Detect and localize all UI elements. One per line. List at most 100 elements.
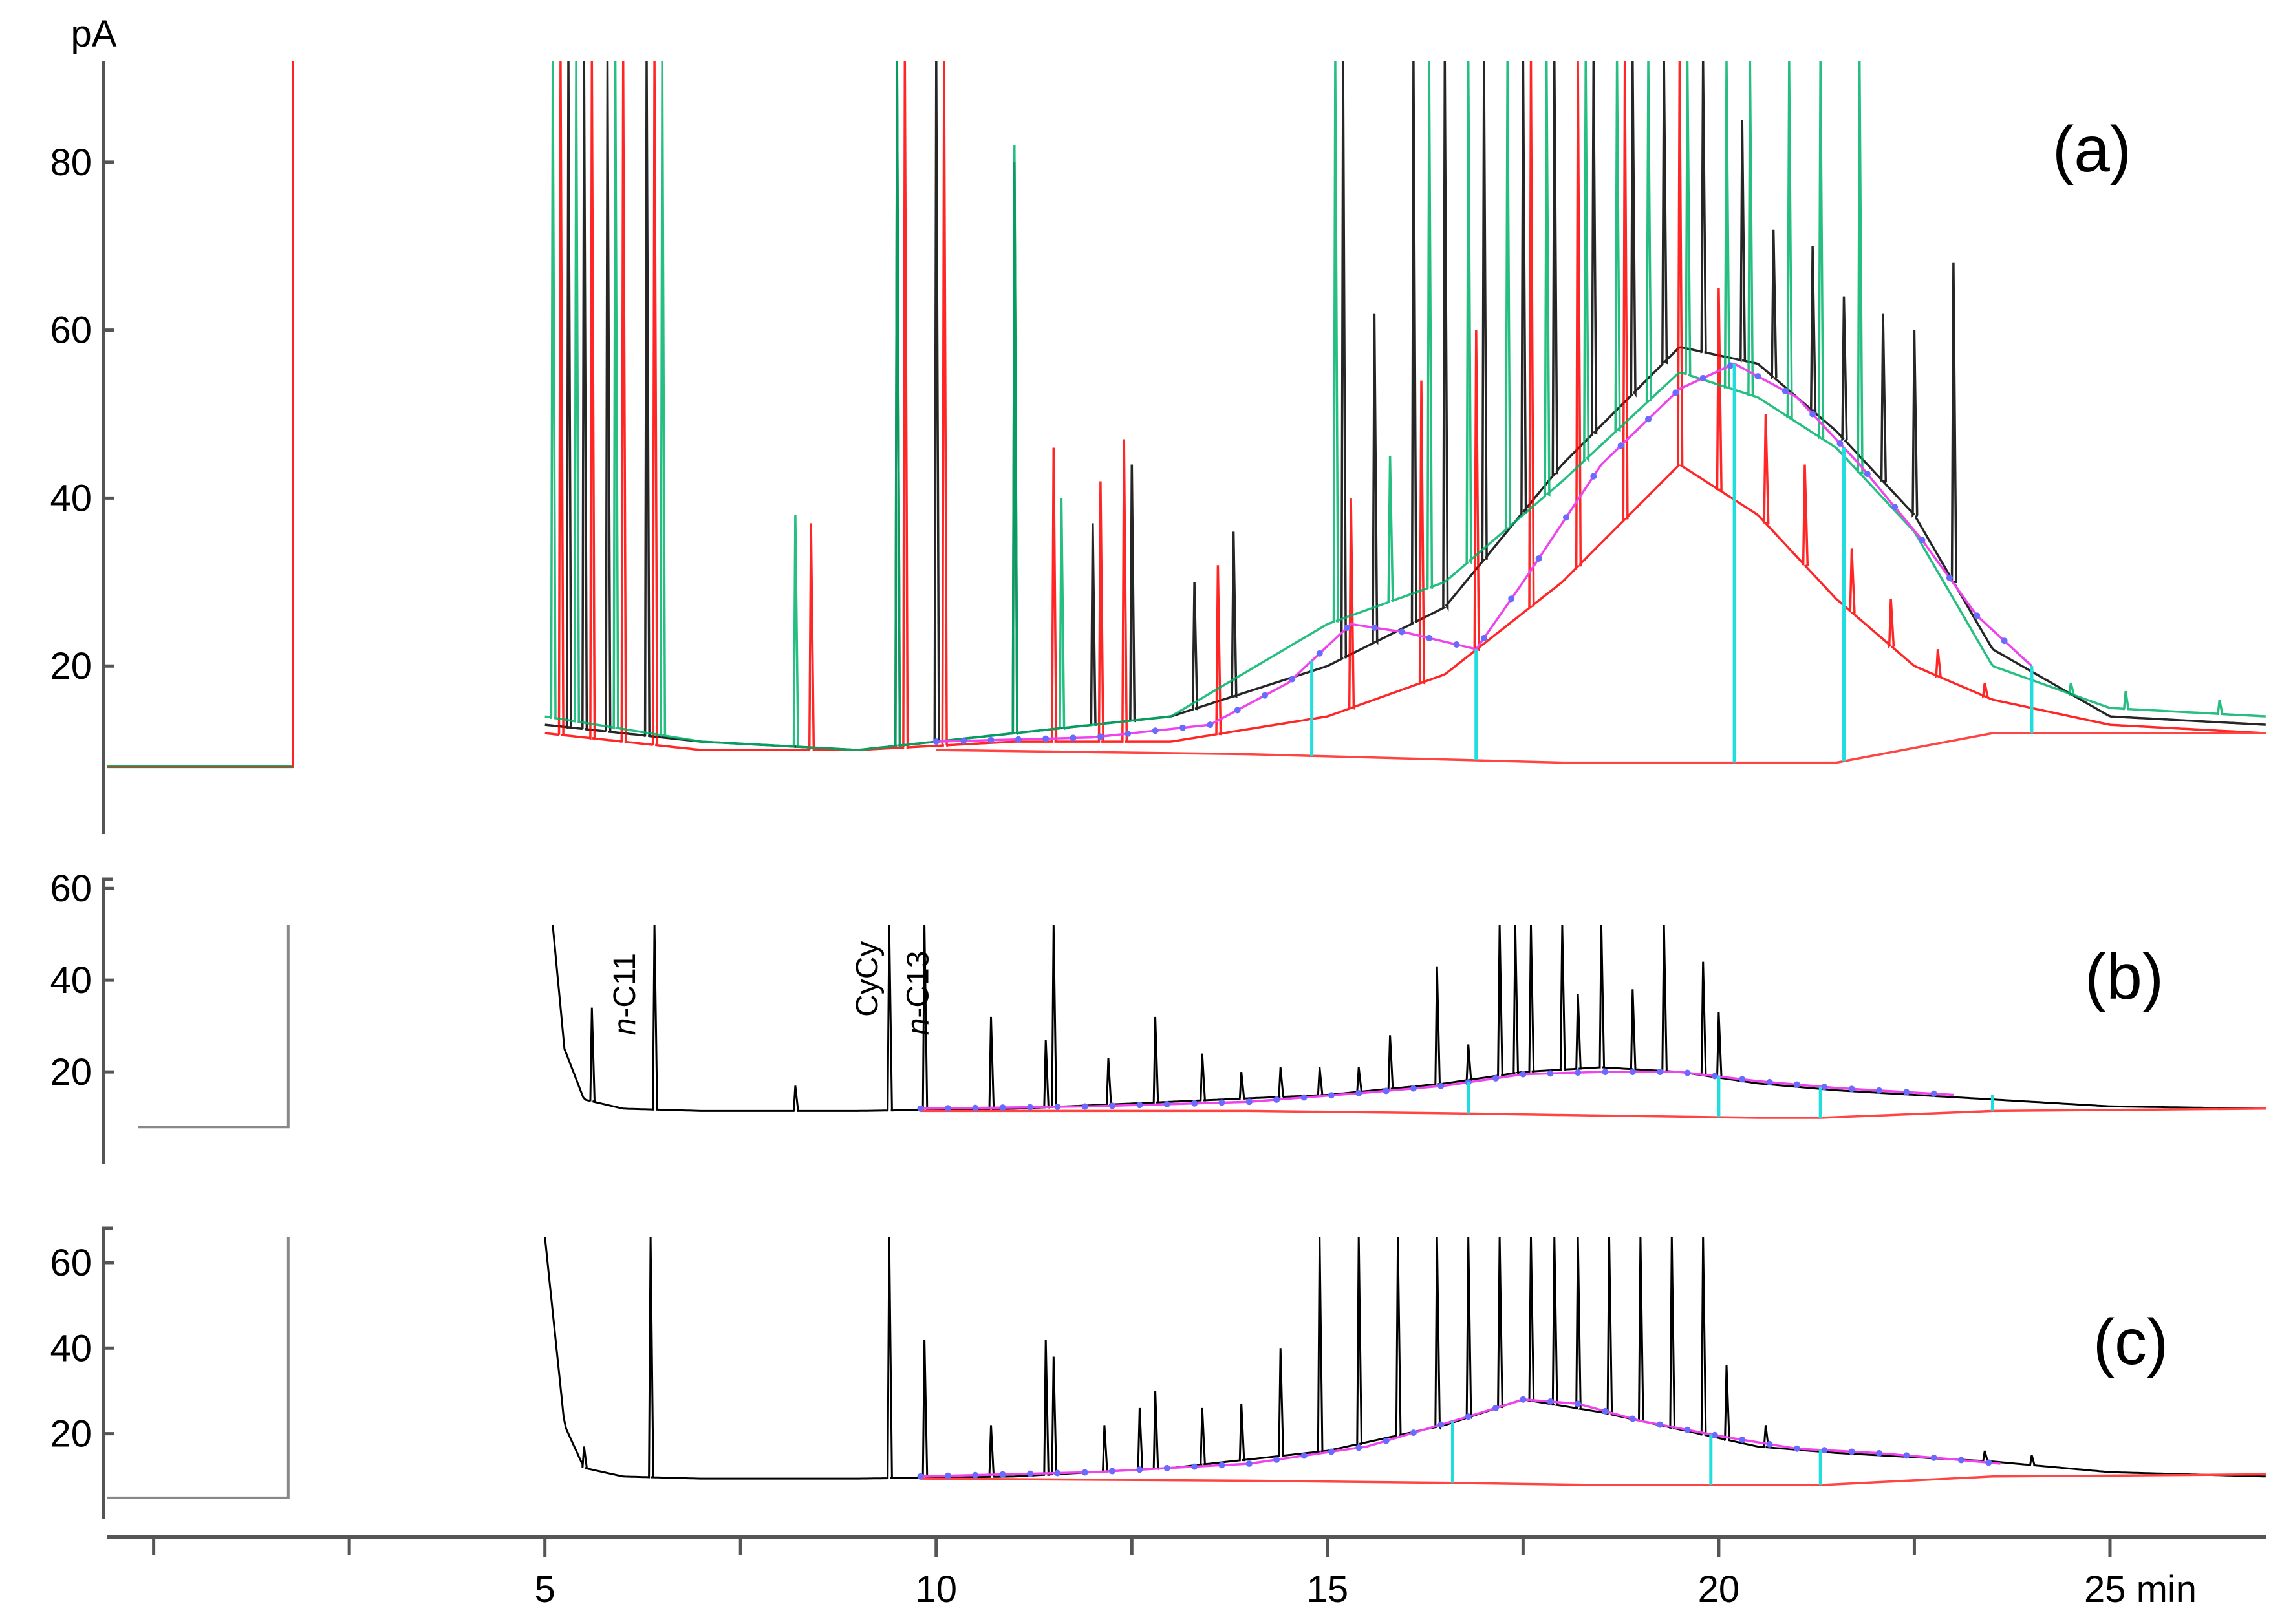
integration-dot: [1821, 1447, 1828, 1454]
integration-dot: [1657, 1069, 1664, 1076]
integration-dot: [2001, 637, 2008, 645]
integration-dot: [1289, 676, 1296, 683]
integration-dot: [1136, 1466, 1143, 1473]
integration-dot: [1848, 1085, 1855, 1093]
plot-area: [107, 61, 2266, 769]
integration-dot: [1179, 724, 1186, 731]
integration-dot: [1234, 707, 1241, 714]
integration-dot: [1026, 1104, 1033, 1111]
integration-dot: [1629, 1069, 1636, 1076]
panel-tag-a: (a): [2052, 113, 2131, 186]
integration-dot: [1985, 1459, 1992, 1466]
chromatogram-trace: [544, 61, 2266, 751]
integration-dot: [1821, 1084, 1828, 1091]
integration-dot: [960, 737, 967, 744]
integration-dot: [987, 736, 995, 743]
integration-dot: [1480, 634, 1487, 641]
chromatogram-trace: [544, 1237, 2266, 1480]
integration-dot: [917, 1473, 924, 1480]
integration-dot: [1848, 1448, 1855, 1455]
x-axis: 5 10 15 20 25 min: [107, 1535, 2266, 1610]
x-tick-label: 20: [1698, 1568, 1740, 1610]
integration-dot: [1465, 1413, 1472, 1420]
integration-dot: [1809, 411, 1816, 418]
integration-dot: [1766, 1078, 1773, 1085]
integration-dot: [1793, 1081, 1800, 1088]
integration-dot: [944, 1472, 951, 1479]
integration-dot: [1711, 1431, 1718, 1438]
peak-label: n-C13: [901, 951, 936, 1036]
integration-dot: [1344, 624, 1351, 631]
y-tick-label: 40: [50, 959, 92, 1001]
panel-tag-c: (c): [2093, 1306, 2169, 1378]
y-tick-label: 40: [50, 477, 92, 519]
integration-dot: [1974, 612, 1981, 619]
integration-dot: [1575, 1400, 1582, 1407]
integration-dot: [1218, 1099, 1225, 1106]
integration-dot: [1300, 1094, 1308, 1101]
integration-dot: [1891, 504, 1899, 511]
integration-dot: [1766, 1440, 1773, 1448]
x-tick-label: 15: [1307, 1568, 1349, 1610]
integration-dot: [1602, 1069, 1609, 1076]
chromatogram-trace: [544, 61, 2266, 751]
integration-dot: [917, 1105, 924, 1112]
integration-dot: [1520, 1396, 1527, 1403]
envelope-fit-line: [920, 1398, 2001, 1478]
integration-dot: [1547, 1398, 1554, 1405]
integration-dot: [1245, 1098, 1253, 1106]
chromatogram-trace: [544, 61, 2266, 751]
integration-dot: [1903, 1089, 1910, 1096]
pre-injection-trace: [138, 925, 290, 1129]
integration-dot: [1316, 650, 1323, 657]
pre-injection-trace-red: [107, 61, 294, 768]
integration-dot: [1739, 1076, 1746, 1083]
peak-label: CyCy: [850, 941, 885, 1017]
integration-dot: [1097, 733, 1104, 740]
integration-dot: [1711, 1073, 1718, 1080]
integration-dot: [1262, 692, 1269, 699]
chromatogram-trace: [552, 924, 2266, 1112]
integration-dot: [1617, 442, 1624, 449]
integration-dot: [972, 1471, 979, 1479]
y-tick-label: 20: [50, 1413, 92, 1455]
x-tick-label: 10: [915, 1568, 957, 1610]
integration-dot: [1191, 1463, 1198, 1470]
integration-dot: [1383, 1087, 1390, 1095]
panel-a: pA (a) 20 40 60 80: [50, 13, 2266, 834]
baseline-fit-line: [936, 732, 2266, 764]
y-tick-label: 60: [50, 310, 92, 352]
integration-dot: [1657, 1421, 1664, 1428]
integration-dot: [1562, 514, 1569, 521]
integration-dot: [1109, 1468, 1116, 1475]
integration-dot: [1903, 1452, 1910, 1459]
integration-dot: [1300, 1452, 1308, 1459]
integration-dot: [972, 1104, 979, 1111]
integration-dot: [1015, 736, 1022, 743]
integration-dot: [1081, 1469, 1088, 1476]
integration-dot: [1426, 634, 1433, 641]
integration-dot: [1946, 574, 1953, 581]
integration-dot: [1054, 1104, 1061, 1111]
integration-dot: [1371, 624, 1378, 631]
integration-dot: [1739, 1436, 1746, 1443]
integration-dot: [1958, 1457, 1965, 1464]
integration-dot: [1207, 721, 1214, 729]
integration-dot: [1081, 1103, 1088, 1110]
integration-dot: [1508, 595, 1515, 603]
panel-tag-b: (b): [2085, 941, 2164, 1013]
x-tick-label: 5: [535, 1568, 555, 1610]
integration-dot: [1672, 389, 1679, 396]
integration-dot: [1383, 1437, 1390, 1444]
integration-dot: [1109, 1102, 1116, 1109]
integration-dot: [1864, 471, 1871, 478]
integration-dot: [1218, 1462, 1225, 1469]
integration-dot: [1754, 373, 1761, 380]
pre-injection-trace: [107, 1237, 290, 1499]
integration-dot: [1398, 628, 1405, 636]
integration-dot: [1520, 1071, 1527, 1078]
integration-dot: [1492, 1404, 1500, 1411]
integration-dot: [1136, 1102, 1143, 1109]
integration-dot: [1163, 1100, 1170, 1107]
y-tick-label: 20: [50, 1051, 92, 1093]
